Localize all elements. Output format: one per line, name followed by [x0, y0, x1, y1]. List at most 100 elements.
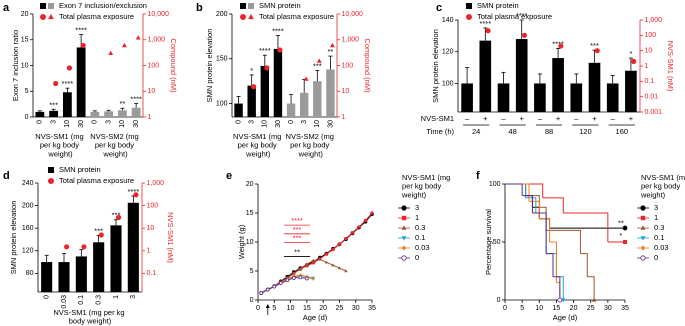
- survival-step: [546, 253, 557, 277]
- y2-tick-label: 1: [148, 114, 152, 121]
- legend-label: 0.1: [415, 233, 425, 242]
- legend-swatch: [248, 3, 254, 9]
- bar: [247, 85, 256, 117]
- group-label: 48: [508, 127, 516, 136]
- legend-label: Total plasma exposure: [59, 176, 134, 185]
- legend-marker: [248, 13, 254, 20]
- x-tick-label: 1: [113, 295, 120, 299]
- significance: ****: [62, 79, 74, 88]
- exposure-marker: [264, 65, 270, 71]
- group-label: 88: [545, 127, 553, 136]
- exposure-marker: [631, 58, 637, 64]
- legend-marker: [640, 215, 646, 221]
- x-axis-label: Age (d): [303, 313, 328, 322]
- bar: [588, 62, 601, 112]
- x-tick-label: 30: [78, 120, 85, 128]
- significance: ***: [293, 225, 302, 234]
- x-tick-label: –: [611, 114, 616, 123]
- legend-marker: [40, 13, 47, 20]
- x-tick-label: 10: [314, 120, 321, 128]
- y2-tick-label: 1,000: [342, 37, 360, 44]
- bar: [93, 242, 105, 292]
- x-tick-label: 3: [50, 120, 57, 124]
- survival-step: [546, 253, 554, 277]
- end-marker: [623, 240, 627, 244]
- x-tick-label: 10: [119, 120, 126, 128]
- survival-step: [546, 229, 581, 254]
- point: [311, 258, 316, 262]
- exposure-marker: [98, 232, 104, 238]
- legend-marker: [640, 236, 646, 241]
- point: [331, 248, 335, 252]
- bar: [515, 39, 528, 112]
- legend-label: Total plasma exposure: [477, 12, 552, 21]
- y-tick-label: 140: [442, 17, 454, 24]
- bar: [76, 47, 86, 117]
- exposure-marker: [64, 244, 70, 250]
- y-tick-label: 10: [246, 239, 254, 246]
- y2-tick-label: 100: [147, 202, 159, 209]
- bar: [104, 111, 114, 117]
- bar: [75, 256, 87, 292]
- y-axis-label: Percentage survival: [484, 209, 493, 275]
- x-tick-label: 0: [37, 120, 44, 124]
- point: [272, 284, 277, 289]
- exposure-marker: [329, 42, 335, 48]
- legend-marker: [640, 225, 646, 230]
- point: [344, 269, 348, 273]
- x-tick-label: 30: [275, 120, 282, 128]
- legend-swatch: [240, 3, 246, 9]
- legend-label: 0.03: [415, 243, 430, 252]
- legend-label: 0: [415, 253, 419, 262]
- legend-marker: [48, 13, 54, 20]
- legend-title: NVS-SM1 (mg per kg body weight): [401, 173, 452, 199]
- survival-step: [556, 282, 561, 300]
- legend-label: 0.1: [654, 233, 664, 242]
- bar: [49, 110, 59, 117]
- point: [305, 264, 309, 268]
- x-tick-label: 30: [352, 305, 360, 312]
- exposure-marker: [80, 42, 86, 49]
- y-tick-label: 5: [25, 88, 29, 95]
- point: [350, 231, 354, 235]
- y2-axis-label: NVS-SM1 (nM): [166, 212, 175, 263]
- group-label: NVS-SM1 (mg per kg body weight): [35, 132, 85, 158]
- point: [324, 260, 329, 264]
- legend-label: SMN protein: [59, 165, 101, 174]
- x-tick-label: 10: [535, 305, 543, 312]
- x-tick-label: 0: [256, 305, 260, 312]
- significance: ****: [272, 26, 284, 35]
- x-tick-label: 0: [235, 120, 242, 124]
- legend-label: Exon 7 inclusion/exclusion: [59, 1, 147, 10]
- survival-step: [532, 212, 547, 254]
- exposure-marker: [53, 80, 59, 87]
- bar: [58, 262, 70, 292]
- point: [298, 266, 302, 270]
- survival-step: [542, 197, 564, 213]
- y2-tick-label: 1: [342, 114, 346, 121]
- significance: ****: [130, 95, 142, 104]
- y-axis-label: Weight (g): [237, 224, 246, 259]
- legend-title: NVS-SM1 (mg per kg body weight): [640, 173, 685, 199]
- legend-label: 1: [415, 213, 419, 222]
- bar: [286, 103, 296, 117]
- y-tick-label: 200: [22, 202, 34, 209]
- exposure-marker: [558, 43, 564, 49]
- x-tick-label: 15: [553, 305, 561, 312]
- y2-tick-label: 10: [342, 88, 350, 95]
- exposure-marker: [81, 244, 87, 250]
- significance: *: [250, 66, 253, 75]
- y2-axis-label: Compound (nM): [363, 38, 372, 93]
- y2-tick-label: 1,000: [148, 37, 166, 44]
- dose-arrowhead: [265, 304, 270, 308]
- survival-step: [587, 276, 595, 300]
- point: [292, 271, 296, 275]
- y2-tick-label: 0.001: [645, 109, 663, 116]
- x-tick-label: 0: [288, 120, 295, 124]
- bar: [625, 70, 637, 112]
- y-tick-label: 200: [216, 11, 228, 18]
- legend-swatch: [40, 3, 46, 9]
- point: [265, 287, 270, 292]
